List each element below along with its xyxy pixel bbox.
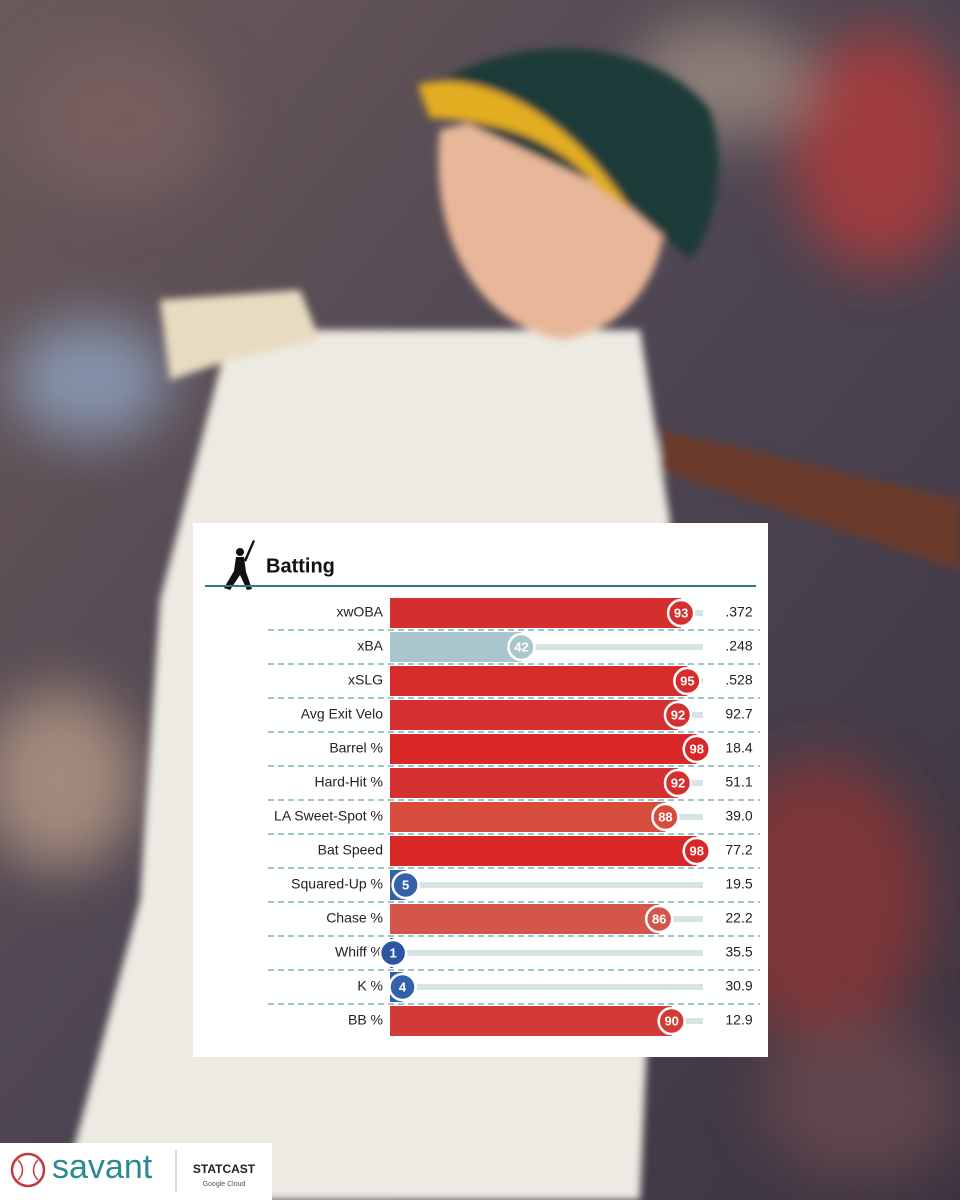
row-label: xSLG — [348, 672, 383, 688]
bar — [390, 666, 688, 696]
percentile-label: 98 — [690, 843, 704, 858]
bar — [390, 836, 697, 866]
track — [390, 644, 703, 650]
percentile-dot — [673, 666, 702, 696]
batter-icon — [224, 540, 255, 590]
stat-value: 35.5 — [725, 944, 752, 960]
percentile-dot — [391, 870, 420, 900]
stat-value: 12.9 — [725, 1012, 752, 1028]
percentile-dot — [663, 700, 693, 730]
row-label: Barrel % — [329, 740, 383, 756]
percentile-dot — [378, 938, 408, 968]
bar — [390, 904, 660, 934]
ball-icon — [10, 1152, 46, 1188]
percentile-label: 92 — [671, 707, 685, 722]
stat-value: .528 — [725, 672, 752, 688]
row-label: BB % — [348, 1012, 383, 1028]
percentile-label: 95 — [680, 673, 694, 688]
percentile-label: 98 — [690, 741, 704, 756]
percentile-label: 93 — [674, 605, 688, 620]
percentile-label: 92 — [671, 775, 685, 790]
percentile-label: 86 — [652, 911, 666, 926]
row-label: xwOBA — [336, 604, 383, 620]
percentile-dot — [388, 972, 417, 1002]
percentile-dot — [651, 802, 680, 832]
row-label: K % — [357, 978, 383, 994]
stat-value: 18.4 — [725, 740, 752, 756]
row-label: Hard-Hit % — [315, 774, 383, 790]
row-label: Bat Speed — [318, 842, 383, 858]
stat-value: .248 — [725, 638, 752, 654]
row-label: Squared-Up % — [291, 876, 383, 892]
track — [390, 950, 703, 956]
bar — [390, 734, 697, 764]
percentile-dot — [666, 598, 696, 628]
percentile-label: 88 — [658, 809, 672, 824]
logo-text: savant — [52, 1148, 153, 1186]
percentile-dot — [507, 632, 536, 662]
ball-seams — [17, 1159, 39, 1181]
percentile-label: 42 — [514, 639, 528, 654]
bar — [390, 802, 666, 832]
row-label: Chase % — [326, 910, 383, 926]
row-label: Avg Exit Velo — [301, 706, 383, 722]
bar — [390, 598, 682, 628]
percentile-label: 1 — [390, 945, 397, 960]
chart-title: Batting — [266, 555, 335, 577]
bar — [390, 632, 522, 662]
percentile-label: 5 — [402, 877, 409, 892]
bar — [390, 1006, 672, 1036]
stat-value: 30.9 — [725, 978, 752, 994]
stat-value: 19.5 — [725, 876, 752, 892]
logo-box — [0, 1143, 272, 1200]
percentile-dot — [644, 904, 674, 934]
stat-value: 92.7 — [725, 706, 752, 722]
percentile-label: 90 — [664, 1013, 678, 1028]
percentile-dot — [682, 836, 711, 866]
row-label: LA Sweet-Spot % — [274, 808, 383, 824]
row-label: Whiff % — [335, 944, 383, 960]
row-label: xBA — [357, 638, 383, 654]
bar — [390, 700, 678, 730]
stat-value: 51.1 — [725, 774, 752, 790]
sponsor-text: Google Cloud — [203, 1181, 246, 1188]
percentile-label: 4 — [399, 979, 407, 994]
percentile-dot — [682, 734, 711, 764]
track — [390, 984, 703, 990]
rows: xwOBA 93 .372 xBA 42 .248 xSLG 95 .528 Avg Exit V… — [268, 598, 760, 1036]
stat-value: 22.2 — [725, 910, 752, 926]
stat-value: 39.0 — [725, 808, 752, 824]
percentile-dot — [663, 768, 693, 798]
partner-text: STATCAST — [193, 1162, 256, 1176]
bar — [390, 768, 678, 798]
track — [390, 882, 703, 888]
percentile-dot — [657, 1006, 686, 1036]
stat-value: 77.2 — [725, 842, 752, 858]
stat-value: .372 — [725, 604, 752, 620]
branding: savant STATCAST Google Cloud — [0, 1143, 272, 1200]
